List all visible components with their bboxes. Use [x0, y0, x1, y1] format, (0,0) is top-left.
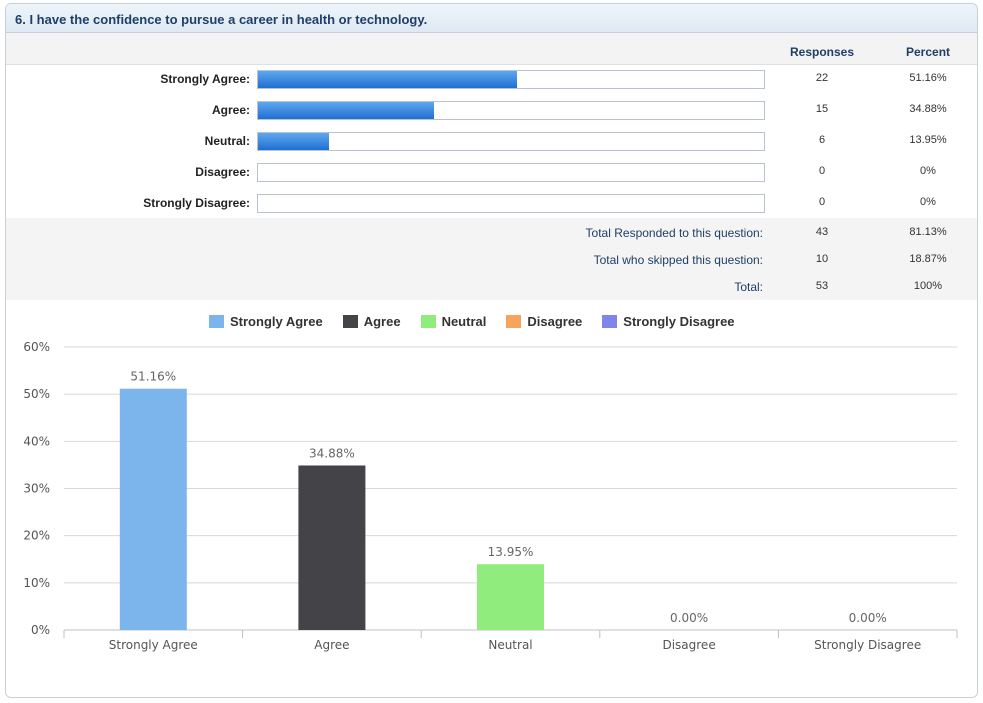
y-tick-label: 60%: [23, 340, 50, 354]
grand-total-row: Total: 53 100%: [6, 272, 977, 299]
legend-swatch: [602, 314, 618, 328]
response-percent: 0%: [920, 165, 936, 177]
response-percent: 0%: [920, 196, 936, 208]
response-count: 6: [818, 134, 826, 146]
legend-label: Neutral: [441, 313, 487, 329]
response-bar-track: [257, 163, 765, 182]
y-tick-label: 40%: [23, 434, 50, 448]
data-label: 0.00%: [849, 611, 887, 625]
total-label: Total who skipped this question:: [593, 253, 763, 267]
response-row: Strongly Agree: 22 51.16%: [6, 64, 977, 95]
response-row: Agree: 15 34.88%: [6, 95, 977, 126]
total-label: Total:: [734, 280, 763, 294]
bar: [298, 465, 366, 630]
y-tick-label: 30%: [23, 482, 50, 496]
response-bar-track: [257, 70, 765, 89]
response-bar-track: [257, 101, 765, 120]
bar: [119, 388, 187, 630]
response-label: Strongly Disagree:: [143, 196, 250, 210]
question-title: 6. I have the confidence to pursue a car…: [6, 4, 977, 33]
legend-item[interactable]: Strongly Agree: [209, 314, 323, 329]
legend-label: Disagree: [527, 313, 583, 329]
total-responded-row: Total Responded to this question: 43 81.…: [6, 218, 977, 245]
response-row: Strongly Disagree: 0 0%: [6, 188, 977, 219]
chart-legend: Strongly Agree Agree Neutral Disagree Strong…: [209, 311, 755, 331]
response-label: Strongly Agree:: [160, 72, 250, 86]
responses-column-header: Responses: [790, 45, 855, 59]
totals-section: Total Responded to this question: 43 81.…: [6, 218, 977, 300]
response-count: 0: [818, 165, 826, 177]
total-responses: 10: [815, 253, 829, 265]
legend-label: Strongly Agree: [230, 313, 323, 329]
response-row: Neutral: 6 13.95%: [6, 126, 977, 157]
legend-swatch: [420, 314, 436, 328]
response-bar-track: [257, 194, 765, 213]
response-label: Disagree:: [195, 165, 250, 179]
response-percent: 34.88%: [909, 103, 947, 115]
x-tick-label: Disagree: [662, 638, 715, 652]
total-responses: 43: [815, 226, 829, 238]
response-bar-fill: [258, 102, 435, 119]
x-tick-label: Strongly Agree: [109, 638, 198, 652]
data-label: 51.16%: [130, 370, 176, 384]
response-count: 0: [818, 196, 826, 208]
y-tick-label: 10%: [23, 576, 50, 590]
legend-label: Strongly Disagree: [623, 313, 735, 329]
response-percent: 51.16%: [909, 72, 947, 84]
table-header: Responses Percent: [6, 33, 977, 65]
total-percent: 81.13%: [909, 226, 947, 238]
data-label: 34.88%: [309, 446, 355, 460]
total-responses: 53: [815, 280, 829, 292]
response-label: Neutral:: [204, 134, 250, 148]
response-count: 22: [815, 72, 829, 84]
response-bar-track: [257, 132, 765, 151]
response-bar-fill: [258, 133, 329, 150]
response-count: 15: [815, 103, 829, 115]
total-percent: 18.87%: [909, 253, 947, 265]
y-tick-label: 50%: [23, 387, 50, 401]
total-skipped-row: Total who skipped this question: 10 18.8…: [6, 245, 977, 272]
legend-item[interactable]: Neutral: [420, 313, 487, 329]
y-tick-label: 20%: [23, 529, 50, 543]
legend-item[interactable]: Disagree: [506, 314, 582, 329]
x-tick-label: Neutral: [488, 638, 532, 652]
legend-item[interactable]: Strongly Disagree: [602, 313, 735, 329]
data-label: 0.00%: [670, 611, 708, 625]
legend-label: Agree: [363, 313, 401, 329]
bar-chart: 0% 10% 20% 30% 40% 50% 60% 51.16% Strongly Agree…: [23, 340, 958, 652]
response-percent: 13.95%: [909, 134, 947, 146]
response-bar-fill: [258, 71, 517, 88]
response-row: Disagree: 0 0%: [6, 157, 977, 188]
response-label: Agree:: [211, 103, 250, 117]
bar: [477, 564, 544, 630]
total-percent: 100%: [913, 280, 943, 292]
legend-swatch: [209, 314, 224, 328]
percent-column-header: Percent: [906, 45, 951, 59]
x-tick-label: Strongly Disagree: [814, 638, 921, 652]
total-label: Total Responded to this question:: [585, 226, 763, 240]
x-tick-label: Agree: [314, 638, 349, 652]
legend-swatch: [506, 314, 522, 328]
data-label: 13.95%: [488, 545, 534, 559]
legend-item[interactable]: Agree: [342, 313, 401, 329]
y-tick-label: 0%: [31, 623, 50, 637]
legend-swatch: [342, 314, 358, 328]
